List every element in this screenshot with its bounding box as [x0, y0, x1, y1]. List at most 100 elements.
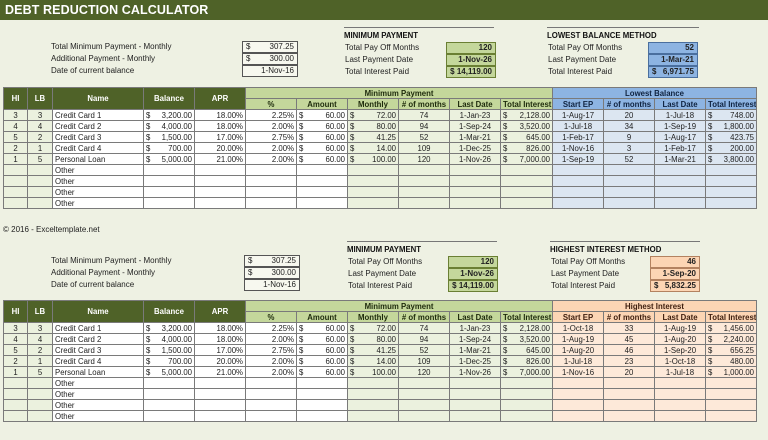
apr-cell[interactable]: 18.00%	[194, 333, 246, 345]
balance-cell[interactable]: $3,200.00	[143, 322, 195, 334]
name-cell[interactable]: Other	[52, 186, 144, 198]
interest-label: Total Interest Paid	[345, 67, 410, 76]
pct-cell[interactable]: 2.25%	[245, 322, 297, 334]
balance-cell[interactable]: $1,500.00	[143, 131, 195, 143]
name-cell[interactable]: Other	[52, 399, 144, 411]
lb-cell[interactable]: 4	[27, 120, 53, 132]
lb-cell[interactable]: 4	[27, 333, 53, 345]
hi-cell[interactable]: 3	[3, 109, 28, 121]
pct-cell[interactable]: 2.75%	[245, 344, 297, 356]
balance-cell[interactable]: $5,000.00	[143, 366, 195, 378]
name-cell[interactable]: Credit Card 1	[52, 109, 144, 121]
name-cell[interactable]: Credit Card 4	[52, 142, 144, 154]
name-cell[interactable]: Other	[52, 175, 144, 187]
pct-cell[interactable]: 2.00%	[245, 153, 297, 165]
apr-cell[interactable]: 18.00%	[194, 322, 246, 334]
balance-cell[interactable]: $4,000.00	[143, 333, 195, 345]
hi-cell[interactable]: 1	[3, 153, 28, 165]
name-cell[interactable]: Personal Loan	[52, 153, 144, 165]
hi-cell[interactable]: 5	[3, 131, 28, 143]
pct-cell[interactable]: 2.00%	[245, 142, 297, 154]
name-cell[interactable]: Credit Card 2	[52, 333, 144, 345]
hi-cell[interactable]: 2	[3, 355, 28, 367]
pct-cell[interactable]: 2.00%	[245, 333, 297, 345]
lb-cell[interactable]: 2	[27, 344, 53, 356]
balance-cell[interactable]: $700.00	[143, 355, 195, 367]
total-min-field[interactable]: $307.25	[244, 255, 300, 267]
amount-cell[interactable]: $60.00	[296, 333, 348, 345]
lb-cell[interactable]: 3	[27, 109, 53, 121]
monthly-cell: $72.00	[347, 322, 399, 334]
lb-cell[interactable]: 3	[27, 322, 53, 334]
balance-cell[interactable]: $4,000.00	[143, 120, 195, 132]
col-lb: LB	[27, 87, 53, 110]
hi-cell[interactable]: 4	[3, 120, 28, 132]
name-cell[interactable]: Credit Card 1	[52, 322, 144, 334]
name-cell[interactable]: Other	[52, 388, 144, 400]
apr-cell[interactable]: 21.00%	[194, 366, 246, 378]
additional-field[interactable]: $300.00	[244, 267, 300, 279]
lb-cell[interactable]: 1	[27, 142, 53, 154]
amount-cell[interactable]: $60.00	[296, 366, 348, 378]
hi-cell[interactable]: 3	[3, 322, 28, 334]
pct-cell[interactable]: 2.00%	[245, 366, 297, 378]
pct-cell[interactable]: 2.75%	[245, 131, 297, 143]
apr-cell[interactable]: 18.00%	[194, 120, 246, 132]
start-ep-cell: 1-Sep-19	[552, 153, 605, 165]
monthly-cell: $80.00	[347, 120, 399, 132]
lb-cell[interactable]: 5	[27, 153, 53, 165]
apr-cell[interactable]: 21.00%	[194, 153, 246, 165]
amount-cell[interactable]: $60.00	[296, 322, 348, 334]
name-cell[interactable]: Credit Card 4	[52, 355, 144, 367]
months-cell: 3	[603, 142, 656, 154]
months-cell: 20	[603, 109, 656, 121]
col-total-interest: Total Interest	[705, 311, 758, 323]
lb-cell[interactable]: 2	[27, 131, 53, 143]
apr-cell[interactable]: 20.00%	[194, 355, 246, 367]
months-cell: 120	[398, 366, 450, 378]
pct-cell[interactable]: 2.25%	[245, 109, 297, 121]
name-cell[interactable]: Personal Loan	[52, 366, 144, 378]
total-min-field[interactable]: $307.25	[242, 41, 298, 53]
name-cell[interactable]: Credit Card 2	[52, 120, 144, 132]
last-date-cell: 1-Dec-25	[449, 142, 501, 154]
additional-value: 300.00	[269, 54, 294, 63]
balance-cell[interactable]: $3,200.00	[143, 109, 195, 121]
amount-cell[interactable]: $60.00	[296, 109, 348, 121]
apr-cell[interactable]: 20.00%	[194, 142, 246, 154]
name-cell[interactable]: Other	[52, 410, 144, 422]
balance-cell[interactable]: $700.00	[143, 142, 195, 154]
pct-cell[interactable]: 2.00%	[245, 355, 297, 367]
apr-cell[interactable]: 17.00%	[194, 131, 246, 143]
amount-cell[interactable]: $60.00	[296, 142, 348, 154]
balance-cell[interactable]: $1,500.00	[143, 344, 195, 356]
amount-cell[interactable]: $60.00	[296, 344, 348, 356]
hi-cell[interactable]: 5	[3, 344, 28, 356]
additional-field[interactable]: $300.00	[242, 53, 298, 65]
date-field[interactable]: 1-Nov-16	[244, 279, 300, 291]
hi-cell[interactable]: 1	[3, 366, 28, 378]
name-cell[interactable]: Credit Card 3	[52, 344, 144, 356]
balance-cell[interactable]: $5,000.00	[143, 153, 195, 165]
amount-cell[interactable]: $60.00	[296, 131, 348, 143]
apr-cell[interactable]: 17.00%	[194, 344, 246, 356]
pct-cell[interactable]: 2.00%	[245, 120, 297, 132]
name-cell[interactable]: Credit Card 3	[52, 131, 144, 143]
apr-cell[interactable]: 18.00%	[194, 109, 246, 121]
amount-cell[interactable]: $60.00	[296, 153, 348, 165]
page-title: DEBT REDUCTION CALCULATOR	[0, 0, 768, 20]
hi-cell[interactable]: 4	[3, 333, 28, 345]
lb-months-value: 52	[648, 42, 698, 54]
amount-cell[interactable]: $60.00	[296, 120, 348, 132]
lb-cell[interactable]: 1	[27, 355, 53, 367]
name-cell[interactable]: Other	[52, 197, 144, 209]
hi-cell[interactable]: 2	[3, 142, 28, 154]
months-cell: 94	[398, 120, 450, 132]
date-field[interactable]: 1-Nov-16	[242, 65, 298, 77]
name-cell[interactable]: Other	[52, 377, 144, 389]
min-months-value: 120	[446, 42, 496, 54]
lb-cell[interactable]: 5	[27, 366, 53, 378]
amount-cell[interactable]: $60.00	[296, 355, 348, 367]
name-cell[interactable]: Other	[52, 164, 144, 176]
start-ep-cell: 1-Feb-17	[552, 131, 605, 143]
